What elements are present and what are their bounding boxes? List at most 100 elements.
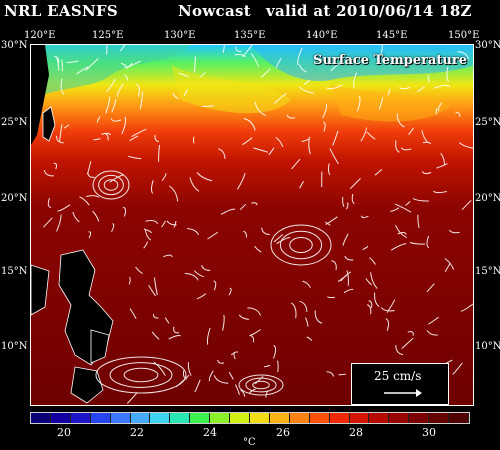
current-streak [302, 280, 311, 288]
current-streak [314, 310, 323, 324]
current-streak [220, 208, 236, 215]
eddy-ring [95, 356, 187, 394]
lat-tick-20n-right: 20°N [475, 193, 500, 204]
current-streak [268, 147, 275, 156]
colorbar-label-30: 30 [422, 426, 436, 439]
current-streak [422, 171, 432, 175]
current-streak [59, 124, 63, 142]
current-streak [327, 296, 335, 299]
current-streak [124, 74, 129, 81]
current-streak [151, 180, 154, 194]
map-title: Surface Temperature [313, 53, 467, 68]
velocity-scale-box: 25 cm/s [351, 363, 449, 405]
current-streak [444, 262, 451, 273]
lat-tick-25n-right: 25°N [475, 117, 500, 128]
current-streak [325, 216, 338, 226]
current-streak [196, 172, 213, 182]
current-streak [421, 130, 429, 144]
colorbar-label-26: 26 [276, 426, 290, 439]
sst-map: Surface Temperature 25 cm/s [30, 44, 474, 406]
current-streak [207, 231, 219, 240]
current-streak [56, 58, 60, 71]
current-streak [397, 232, 407, 235]
current-streak [433, 85, 451, 89]
current-streak [217, 359, 225, 364]
current-streak [370, 272, 378, 289]
colorbar-label-22: 22 [130, 426, 144, 439]
current-streak [79, 196, 90, 206]
current-streak [240, 389, 246, 397]
current-streak [218, 148, 226, 159]
colorbar-segment [289, 413, 310, 423]
eddy-ring [109, 362, 173, 388]
current-streak [401, 337, 414, 349]
current-streak [61, 59, 63, 72]
colorbar-segment [130, 413, 151, 423]
eddy-ring [238, 374, 284, 396]
current-streak [238, 314, 250, 320]
current-streak [152, 314, 159, 319]
current-streak [362, 245, 369, 250]
current-streak [299, 181, 305, 189]
current-streak [57, 204, 71, 212]
current-streak [183, 89, 189, 96]
current-streak [322, 103, 328, 119]
current-streak [85, 58, 99, 71]
lon-tick-150e: 150°E [448, 30, 480, 41]
current-streak [208, 370, 214, 382]
header-model-name: NRL EASNFS [4, 2, 119, 20]
current-streak [111, 99, 117, 113]
current-streak [56, 214, 62, 232]
current-streak [76, 66, 89, 75]
current-streak [105, 96, 111, 114]
current-streak [87, 173, 95, 178]
current-streak [222, 315, 225, 331]
current-streak [458, 142, 473, 149]
current-streak [455, 111, 461, 117]
current-streak [299, 300, 308, 312]
current-streak [366, 304, 372, 315]
current-streak [66, 60, 79, 63]
current-streak [228, 371, 234, 380]
current-streak [202, 105, 215, 107]
current-streak [417, 86, 425, 93]
colorbar-segment [329, 413, 350, 423]
eddy-ring [103, 179, 119, 191]
current-streak [306, 336, 313, 342]
current-streak [297, 47, 303, 66]
current-streak [237, 173, 246, 190]
current-streak [396, 113, 405, 128]
current-streak [390, 243, 407, 251]
current-streak [158, 144, 161, 162]
current-streak [234, 384, 240, 395]
current-streak [139, 91, 143, 110]
current-streak [390, 207, 400, 212]
current-streak [153, 277, 158, 296]
colorbar-label-28: 28 [349, 426, 363, 439]
current-streak [247, 307, 262, 316]
sst-field [31, 45, 473, 405]
current-streak [433, 190, 448, 194]
current-streak [301, 138, 310, 143]
current-streak [196, 293, 207, 299]
current-streak [353, 72, 357, 89]
current-streak [60, 78, 65, 95]
current-streak [131, 128, 147, 138]
current-streak [407, 331, 414, 336]
colorbar-segment [190, 413, 211, 423]
current-streak [254, 245, 262, 253]
colorbar-segment [269, 413, 290, 423]
current-streak [126, 62, 133, 69]
current-streak [129, 308, 137, 319]
eddy-ring [245, 377, 277, 393]
current-streak [129, 135, 139, 142]
eddy-ring [270, 224, 332, 266]
lon-tick-130e: 130°E [164, 30, 196, 41]
current-streak [206, 327, 211, 345]
current-streak [250, 52, 260, 68]
current-streak [329, 148, 339, 165]
current-streak [230, 351, 239, 356]
current-streak [111, 223, 115, 233]
lat-tick-10n-right: 10°N [475, 341, 500, 352]
current-streak [426, 283, 435, 293]
